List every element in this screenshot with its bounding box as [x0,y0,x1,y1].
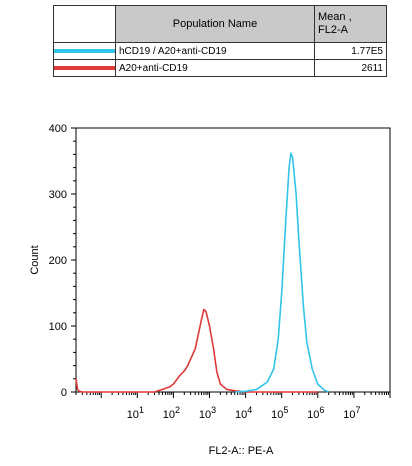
legend-header-mean: Mean , FL2-A [314,5,387,43]
legend-row: hCD19 / A20+anti-CD19 1.77E5 [53,42,387,60]
x-tick-label: 103 [199,405,216,421]
y-tick-label: 400 [49,123,67,135]
legend-swatch-red [54,66,115,70]
series-line [75,308,318,393]
legend-table: Population Name Mean , FL2-A hCD19 / A20+… [53,5,387,77]
x-tick-label: 106 [307,405,324,421]
x-tick-label: 102 [163,405,180,421]
y-tick-label: 100 [49,321,67,333]
series-line [234,152,330,393]
x-tick-label: 105 [271,405,288,421]
legend-swatch-blue [54,49,115,53]
y-tick-label: 200 [49,255,67,267]
x-tick-label: 101 [127,405,144,421]
y-axis-label: Count [29,245,41,274]
legend-row: A20+anti-CD19 2611 [53,59,387,77]
plot-frame [75,127,391,393]
legend-header-blank [53,5,116,43]
x-tick-label: 104 [235,405,252,421]
x-tick-label: 107 [343,405,360,421]
legend-header-mean-text: Mean , FL2-A [318,11,352,36]
y-tick-label: 0 [61,387,67,399]
y-tick-label: 300 [49,189,67,201]
x-axis-label: FL2-A:: PE-A [209,445,274,457]
legend-population-mean: 2611 [314,59,387,77]
